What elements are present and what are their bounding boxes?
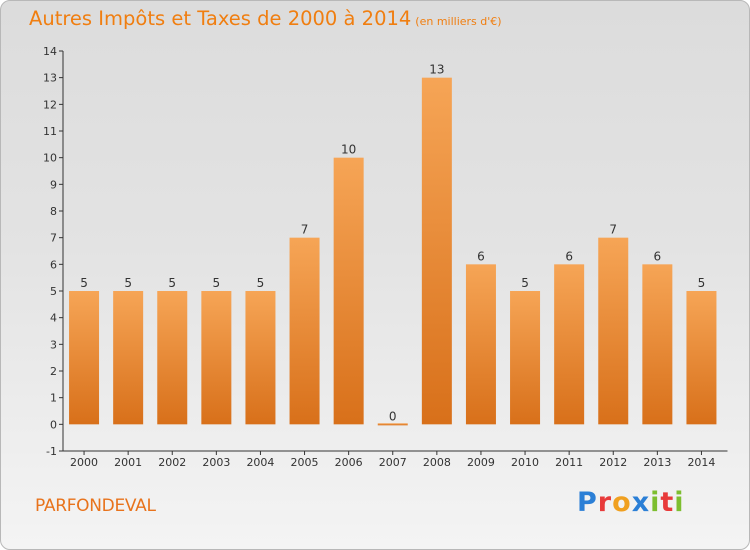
x-tick-label: 2011 bbox=[555, 456, 583, 469]
bar-2004 bbox=[245, 291, 276, 425]
data-label: 6 bbox=[477, 249, 485, 263]
x-tick-label: 2007 bbox=[379, 456, 407, 469]
chart-title-text: Autres Impôts et Taxes de 2000 à 2014 bbox=[29, 7, 412, 30]
bar-2000 bbox=[69, 291, 100, 425]
data-label: 7 bbox=[301, 223, 309, 237]
y-tick-label: 1 bbox=[50, 392, 57, 405]
data-label: 0 bbox=[389, 409, 397, 423]
data-label: 5 bbox=[521, 276, 529, 290]
data-label: 10 bbox=[341, 143, 356, 157]
x-tick-label: 2000 bbox=[70, 456, 98, 469]
data-label: 5 bbox=[80, 276, 88, 290]
bar-2013 bbox=[642, 264, 673, 425]
data-label: 5 bbox=[124, 276, 132, 290]
bar-2001 bbox=[113, 291, 144, 425]
y-tick-label: 7 bbox=[50, 232, 57, 245]
data-label: 7 bbox=[609, 223, 617, 237]
y-tick-label: 4 bbox=[50, 312, 57, 325]
x-tick-label: 2014 bbox=[687, 456, 715, 469]
y-tick-label: -1 bbox=[46, 445, 57, 458]
logo-letter: x bbox=[631, 487, 651, 518]
x-tick-label: 2013 bbox=[643, 456, 671, 469]
x-tick-label: 2009 bbox=[467, 456, 495, 469]
chart-bars bbox=[69, 77, 717, 426]
bar-2006 bbox=[333, 157, 364, 425]
y-tick-label: 5 bbox=[50, 285, 57, 298]
bar-2012 bbox=[598, 237, 629, 425]
y-tick-label: 11 bbox=[43, 125, 57, 138]
logo-letter: r bbox=[597, 487, 613, 518]
x-tick-label: 2003 bbox=[202, 456, 230, 469]
logo-letter: P bbox=[577, 487, 598, 518]
bar-2003 bbox=[201, 291, 232, 425]
proxiti-logo: Proxiti bbox=[577, 487, 685, 518]
bar-2011 bbox=[554, 264, 585, 425]
x-tick-label: 2012 bbox=[599, 456, 627, 469]
bar-2010 bbox=[510, 291, 541, 425]
y-tick-label: 9 bbox=[50, 178, 57, 191]
x-tick-label: 2006 bbox=[335, 456, 363, 469]
data-label: 5 bbox=[698, 276, 706, 290]
y-tick-label: 14 bbox=[43, 45, 57, 58]
logo-letter: o bbox=[612, 487, 632, 518]
bar-2008 bbox=[421, 77, 452, 425]
x-tick-label: 2001 bbox=[114, 456, 142, 469]
y-tick-label: 6 bbox=[50, 258, 57, 271]
data-label: 6 bbox=[654, 249, 662, 263]
y-tick-label: 13 bbox=[43, 72, 57, 85]
bar-2007 bbox=[377, 423, 408, 426]
chart-subtitle: (en milliers d'€) bbox=[415, 15, 502, 28]
logo-letter: i bbox=[650, 487, 661, 518]
y-tick-label: 2 bbox=[50, 365, 57, 378]
data-label: 5 bbox=[257, 276, 265, 290]
data-label: 5 bbox=[213, 276, 221, 290]
data-label: 6 bbox=[565, 249, 573, 263]
y-tick-label: 12 bbox=[43, 98, 57, 111]
bar-2014 bbox=[686, 291, 717, 425]
x-tick-label: 2008 bbox=[423, 456, 451, 469]
chart-title: Autres Impôts et Taxes de 2000 à 2014 (en… bbox=[29, 7, 502, 30]
y-tick-label: 10 bbox=[43, 152, 57, 165]
y-tick-label: 0 bbox=[50, 418, 57, 431]
x-tick-label: 2010 bbox=[511, 456, 539, 469]
y-tick-label: 3 bbox=[50, 338, 57, 351]
bar-2005 bbox=[289, 237, 320, 425]
x-tick-label: 2002 bbox=[158, 456, 186, 469]
x-tick-label: 2005 bbox=[291, 456, 319, 469]
y-tick-label: 8 bbox=[50, 205, 57, 218]
data-label: 5 bbox=[168, 276, 176, 290]
commune-name: PARFONDEVAL bbox=[35, 496, 156, 516]
logo-letter: t bbox=[660, 487, 675, 518]
x-tick-label: 2004 bbox=[246, 456, 274, 469]
bar-2002 bbox=[157, 291, 188, 425]
bar-2009 bbox=[465, 264, 496, 425]
logo-letter: i bbox=[674, 487, 685, 518]
data-label: 13 bbox=[429, 63, 444, 77]
chart-labels: 5 2000 5 2001 5 2002 5 2003 5 2004 7 2005 10 2006 0 200… bbox=[70, 63, 715, 469]
